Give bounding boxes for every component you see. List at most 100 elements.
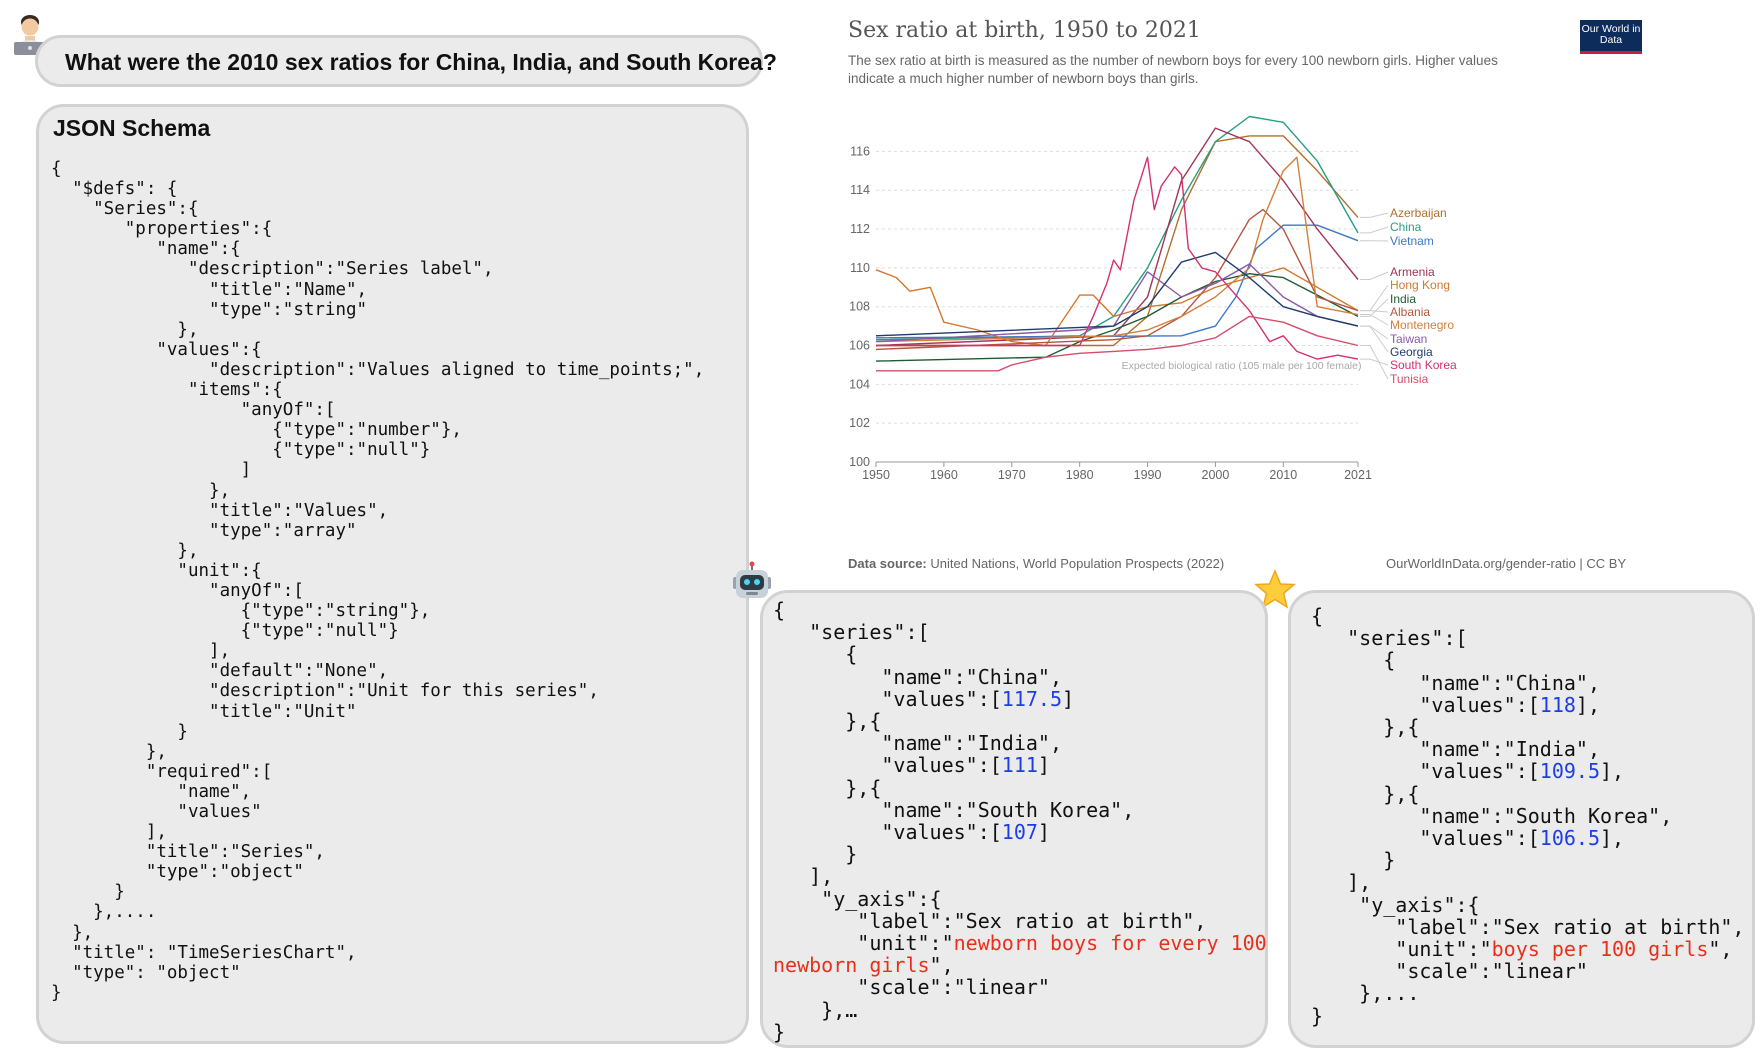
y-tick-label: 102 [849, 416, 870, 430]
question-text: What were the 2010 sex ratios for China,… [65, 49, 777, 75]
code-token: "name":"China", [1311, 670, 1600, 695]
code-line: },... [1311, 982, 1744, 1004]
code-line: { [773, 643, 1267, 665]
code-line: "series":[ [1311, 627, 1744, 649]
model-answer-panel: { "series":[ { "name":"China", "values":… [760, 590, 1268, 1048]
code-line: "scale":"linear" [1311, 960, 1744, 982]
schema-code-line: {"type":"null"} [51, 621, 399, 642]
schema-code-line: "title": "TimeSeriesChart", [51, 942, 357, 963]
code-line: "values":[107] [773, 821, 1267, 843]
code-token: ], [773, 864, 834, 889]
schema-code-line: ] [51, 460, 252, 481]
schema-code-line: "description":"Unit for this series", [51, 681, 599, 702]
schema-code-line: "default":"None", [51, 661, 389, 682]
value-token: 106.5 [1539, 826, 1600, 851]
code-line: "name":"South Korea", [773, 799, 1267, 821]
code-token: "name":"India", [773, 731, 1062, 756]
code-token: "values":[ [1311, 826, 1540, 851]
code-line: "unit":"newborn boys for every 100 [773, 932, 1266, 954]
schema-code-line: }, [51, 480, 231, 501]
code-line: "values":[111] [773, 754, 1267, 776]
code-token: { [1311, 604, 1324, 628]
legend-connector [1360, 212, 1389, 218]
code-line: "values":[117.5] [773, 688, 1267, 710]
chart-subtitle: The sex ratio at birth is measured as th… [848, 53, 1498, 86]
code-token: } [1311, 1003, 1324, 1028]
legend-connector [1360, 226, 1389, 234]
legend-label: Hong Kong [1390, 278, 1450, 292]
series-line-armenia [875, 127, 1359, 347]
code-token: "scale":"linear" [773, 975, 1050, 1000]
schema-code-line: "title":"Unit" [51, 701, 357, 722]
schema-code-line: "description":"Series label", [51, 259, 494, 280]
code-token: },{ [1311, 715, 1420, 740]
code-token: "name":"China", [773, 664, 1062, 689]
code-token: "values":[ [773, 820, 1002, 845]
schema-title: JSON Schema [53, 115, 211, 141]
code-token: "name":"South Korea", [773, 797, 1135, 822]
legend-connector [1360, 298, 1389, 317]
schema-code-line: } [51, 721, 188, 742]
code-token: "name":"India", [1311, 737, 1600, 762]
code-line: ], [1311, 871, 1744, 893]
source-text: United Nations, World Population Prospec… [930, 556, 1225, 571]
y-tick-label: 114 [850, 183, 870, 197]
code-line: "name":"India", [1311, 738, 1744, 760]
code-line: "values":[109.5], [1311, 760, 1744, 782]
code-token: "label":"Sex ratio at birth", [773, 908, 1207, 933]
owid-logo: Our World in Data [1580, 20, 1642, 54]
reference-line-label: Expected biological ratio (105 male per … [1122, 360, 1362, 372]
schema-code-line: "title":"Name", [51, 279, 368, 300]
schema-code-line: "name", [51, 781, 252, 802]
code-line: } [1311, 1005, 1744, 1027]
value-token: 107 [1001, 820, 1038, 845]
schema-code-line: }, [51, 540, 199, 561]
schema-code-line: "description":"Values aligned to time_po… [51, 359, 705, 380]
unit-token: boys per 100 girls [1491, 937, 1709, 962]
code-line: "y_axis":{ [773, 888, 1267, 910]
legend-label: China [1390, 220, 1422, 234]
series-line-georgia [875, 251, 1359, 337]
code-token: },{ [773, 775, 882, 800]
legend-connector [1360, 314, 1389, 326]
reference-answer-panel: { "series":[ { "name":"China", "values":… [1288, 590, 1755, 1048]
model-answer-code: { "series":[ { "name":"China", "values":… [773, 599, 1267, 1043]
code-token: { [773, 642, 858, 667]
star-icon [1254, 569, 1296, 609]
series-line-south-korea [876, 156, 1359, 360]
chart: 100 102 104 106 108 110 112 114 116 1950 1960 1970 1… [838, 14, 1658, 580]
schema-code-line: "items":{ [51, 380, 283, 401]
legend-label: India [1390, 292, 1416, 306]
code-token: "values":[ [1311, 759, 1540, 784]
code-line: { [1311, 605, 1744, 627]
schema-code-line: "type": "object" [51, 962, 241, 983]
code-line: "values":[106.5], [1311, 827, 1744, 849]
schema-code-line: } [51, 982, 62, 1003]
schema-code-line: "anyOf":[ [51, 580, 304, 601]
legend-connector [1360, 358, 1389, 366]
schema-code-line: "title":"Values", [51, 500, 389, 521]
code-line: "series":[ [773, 621, 1267, 643]
schema-code-line: }, [51, 319, 199, 340]
code-line: "label":"Sex ratio at birth", [1311, 916, 1744, 938]
series-line-vietnam [875, 224, 1359, 339]
x-tick-label: 2010 [1269, 468, 1297, 482]
code-line: "unit":"boys per 100 girls", [1311, 938, 1744, 960]
legend-label: Taiwan [1390, 332, 1427, 346]
code-token: } [1311, 848, 1396, 873]
chart-source: Data source: United Nations, World Popul… [848, 556, 1224, 571]
schema-code-line: "Series":{ [51, 199, 199, 220]
y-tick-label: 108 [849, 300, 870, 314]
code-line: "name":"China", [1311, 672, 1744, 694]
legend-connector [1360, 284, 1389, 312]
code-token: ], [1575, 692, 1600, 717]
code-line: "values":[118], [1311, 694, 1744, 716]
code-token: "label":"Sex ratio at birth", [1311, 914, 1745, 939]
code-line: } [773, 843, 1267, 865]
unit-token: newborn girls [773, 953, 930, 978]
source-label: Data source: [848, 556, 927, 571]
code-line: },{ [1311, 716, 1744, 738]
code-token: ] [1062, 686, 1075, 711]
chart-credit: OurWorldInData.org/gender-ratio | CC BY [1386, 556, 1627, 571]
value-token: 109.5 [1539, 759, 1600, 784]
